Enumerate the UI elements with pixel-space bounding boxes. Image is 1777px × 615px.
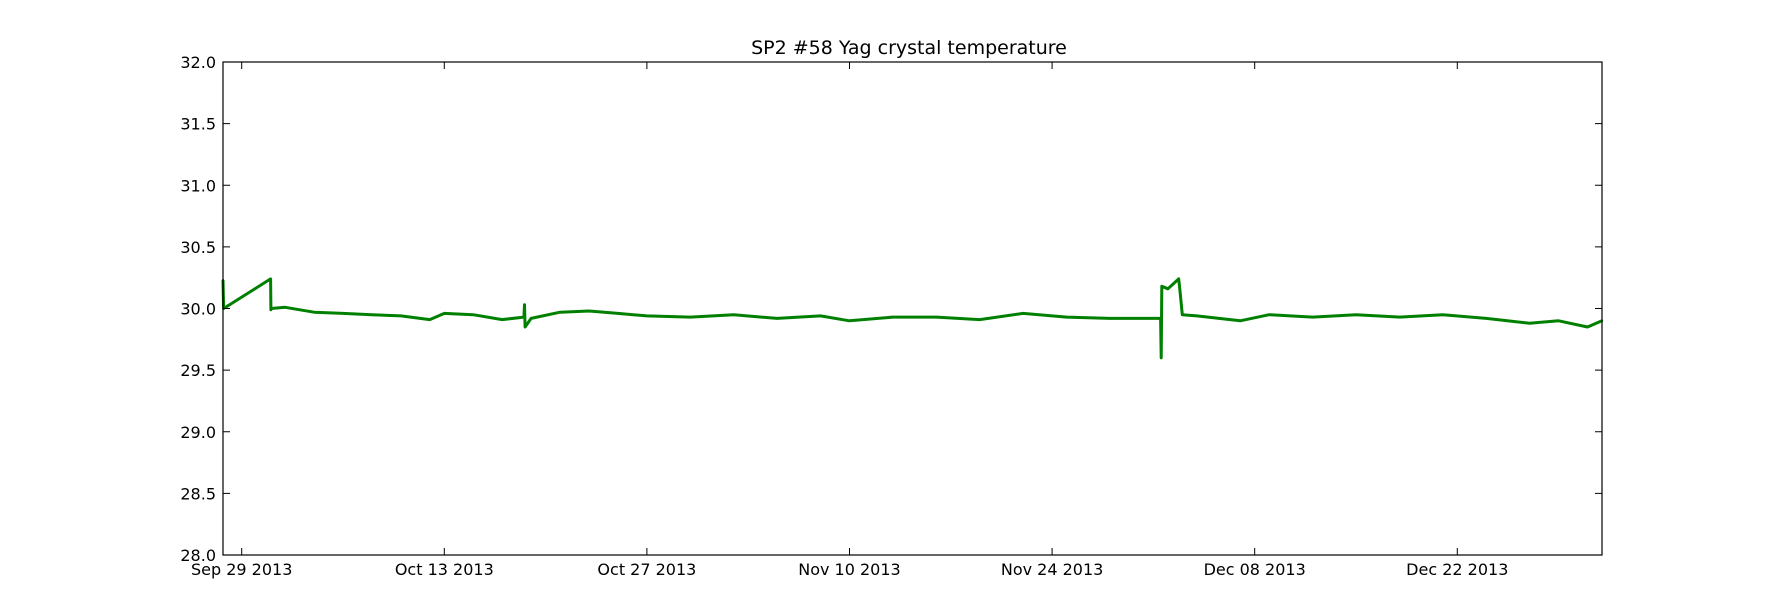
x-tick-label: Oct 13 2013: [395, 560, 494, 579]
data-point: [1181, 313, 1184, 316]
x-tick-label: Nov 10 2013: [798, 560, 900, 579]
data-point: [1441, 313, 1445, 316]
y-tick-label: 31.0: [180, 176, 216, 195]
data-point: [1239, 319, 1242, 322]
data-point: [1108, 317, 1112, 320]
y-tick-label: 31.5: [180, 115, 216, 134]
data-point: [529, 317, 533, 320]
data-point: [523, 303, 526, 306]
data-point: [399, 314, 403, 318]
y-tick-label: 29.0: [180, 423, 216, 442]
data-point: [587, 309, 591, 313]
data-point: [1160, 356, 1163, 359]
data-point: [848, 319, 851, 322]
data-point: [1268, 313, 1271, 316]
y-tick-label: 29.5: [180, 361, 216, 380]
data-point: [1195, 314, 1199, 318]
y-tick-label: 32.0: [180, 53, 216, 72]
data-point: [645, 314, 649, 318]
data-point: [1398, 315, 1401, 319]
data-point: [775, 317, 779, 320]
data-point: [891, 315, 895, 319]
data-point: [1485, 317, 1488, 320]
data-point: [370, 313, 374, 316]
series-layer: [221, 277, 1604, 360]
data-point: [1166, 287, 1170, 290]
data-point: [1311, 315, 1314, 319]
data-point: [1021, 312, 1025, 315]
data-point: [978, 318, 981, 321]
y-tick-label: 28.0: [180, 546, 216, 565]
data-point: [732, 313, 735, 316]
data-point: [523, 325, 527, 329]
series-line: [221, 277, 1603, 360]
data-point: [522, 315, 526, 319]
x-tick-label: Dec 22 2013: [1406, 560, 1508, 579]
data-point: [472, 313, 475, 316]
data-point: [616, 312, 620, 315]
data-point: [270, 307, 273, 310]
y-tick-label: 28.5: [180, 484, 216, 503]
x-tick-label: Nov 24 2013: [1001, 560, 1103, 579]
data-point: [312, 311, 316, 314]
data-point: [443, 312, 446, 315]
data-point: [689, 315, 692, 319]
data-point: [269, 277, 272, 281]
chart-title: SP2 #58 Yag crystal temperature: [751, 37, 1067, 59]
data-point: [283, 306, 287, 309]
data-point: [819, 314, 822, 318]
data-point: [1557, 319, 1560, 322]
data-point: [1177, 277, 1180, 281]
data-point: [1354, 313, 1358, 316]
data-point: [1586, 325, 1589, 329]
data-point: [1160, 285, 1164, 288]
x-tick-label: Sep 29 2013: [191, 560, 292, 579]
y-tick-label: 30.0: [180, 300, 216, 319]
x-tick-label: Dec 08 2013: [1204, 560, 1306, 579]
data-point: [558, 311, 562, 314]
data-point: [1178, 288, 1182, 292]
axes-layer: 28.0 28.5 29.0 29.5 30.0 30.5 31.0 31.5 32.0 Sep …: [180, 53, 1602, 579]
data-point: [935, 315, 938, 319]
data-point: [428, 318, 431, 321]
data-point: [1159, 317, 1162, 320]
plot-frame: [222, 61, 1603, 556]
data-point: [341, 312, 345, 315]
data-point: [1065, 315, 1068, 319]
data-point: [501, 318, 504, 321]
x-tick-label: Oct 27 2013: [597, 560, 696, 579]
y-tick-label: 30.5: [180, 238, 216, 257]
data-point: [1528, 322, 1531, 325]
